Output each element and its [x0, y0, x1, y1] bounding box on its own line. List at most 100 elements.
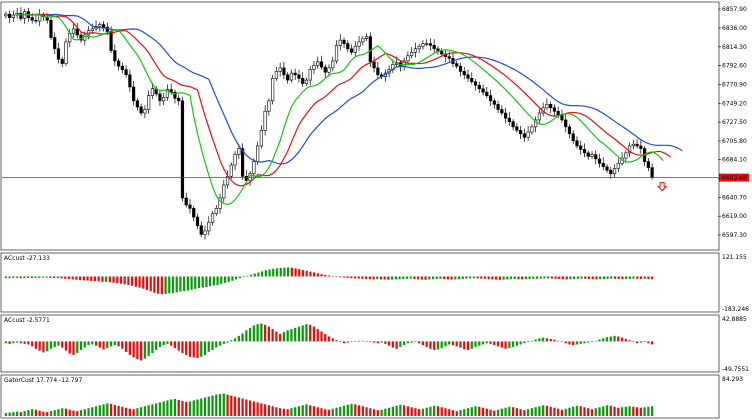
indicator-bar	[98, 405, 101, 416]
indicator-bar	[511, 407, 515, 416]
candle-body	[488, 95, 493, 102]
candle-body	[128, 74, 132, 88]
indicator-bar	[237, 335, 240, 342]
candle-body	[526, 131, 530, 138]
candle-body	[353, 45, 357, 53]
candle-body	[237, 148, 241, 155]
indicator-bar	[579, 341, 582, 344]
indicator-bar	[369, 341, 372, 343]
indicator-bar	[27, 410, 30, 416]
indicator-bar	[46, 412, 49, 416]
indicator-bar	[222, 341, 225, 344]
indicator-bar	[547, 276, 550, 279]
indicator-bar	[399, 404, 402, 416]
indicator-bar	[421, 341, 425, 346]
candle-body	[534, 119, 538, 128]
indicator-bar	[185, 341, 188, 355]
indicator-bar	[264, 324, 267, 342]
candle-body	[545, 104, 549, 109]
candle-body	[552, 107, 557, 112]
price-pane[interactable]: 6857.90 6836.00 6814.30 6792.60 6770.90 6749.…	[2, 6, 749, 240]
candle-body	[425, 43, 429, 45]
indicator-bar	[535, 276, 539, 279]
indicator-bar	[132, 341, 135, 358]
indicator-bar	[83, 409, 86, 416]
candle-body	[60, 58, 64, 64]
indicator-bar	[12, 276, 15, 279]
candle-body	[496, 104, 500, 110]
candle-body	[56, 48, 61, 60]
indicator-bar	[515, 341, 518, 346]
indicator-bar	[500, 341, 503, 348]
indicator-bar	[651, 276, 654, 280]
indicator-bar	[643, 407, 646, 416]
indicator-bar	[324, 274, 327, 277]
candle-body	[49, 19, 53, 38]
candle-body	[229, 164, 233, 177]
indicator-bar	[53, 341, 56, 347]
indicator-bar	[301, 405, 304, 416]
price-tick-label: 6705.80	[722, 138, 747, 145]
current-price-tag-bg	[719, 173, 749, 182]
indicator-bar	[478, 341, 481, 346]
indicator-bar	[504, 341, 507, 349]
indicator-bar	[8, 276, 11, 279]
indicator-bar	[143, 341, 147, 359]
indicator-bar	[12, 341, 15, 344]
indicator-bar	[256, 402, 259, 416]
indicator-bar	[628, 406, 631, 416]
indicator-bar	[413, 276, 416, 280]
indicator-bar	[580, 276, 583, 279]
indicator-bar	[16, 341, 19, 343]
indicator-bar	[220, 276, 223, 284]
candle-body	[267, 100, 271, 112]
indicator-bar	[56, 276, 59, 279]
indicator-bar	[68, 341, 71, 354]
accelerator-pane-1[interactable]: ACcust -27.133 121.155 -183.246	[4, 254, 749, 313]
indicator-bar	[463, 341, 466, 350]
indicator-bar	[590, 341, 594, 343]
indicator-bar	[196, 341, 199, 358]
indicator-bar	[534, 339, 537, 342]
candle-body	[188, 204, 192, 209]
indicator-bar	[101, 276, 104, 282]
indicator-bar	[650, 341, 654, 345]
indicator-bar	[149, 276, 152, 292]
candle-body	[304, 79, 309, 84]
indicator-bar	[38, 341, 41, 351]
indicator-bar	[451, 341, 455, 346]
indicator-bar	[387, 276, 390, 280]
indicator-bar	[260, 403, 263, 416]
indicator-bar	[272, 268, 275, 277]
indicator-bar	[414, 341, 417, 343]
indicator-bar	[483, 276, 487, 279]
indicator-bar	[203, 397, 207, 416]
indicator-bar	[553, 407, 556, 416]
indicator-bar	[346, 341, 349, 343]
indicator-bar	[86, 276, 89, 281]
gator-pane[interactable]: GatorCust 17.774 -12.797 84.293	[4, 376, 743, 416]
indicator-bar	[192, 341, 195, 358]
indicator-bar	[515, 408, 518, 416]
candle-body	[278, 67, 282, 72]
indicator-bar	[102, 341, 105, 350]
accelerator-pane-2[interactable]: ACcust -2.5771 42.8885 -49.7551	[4, 316, 749, 373]
candle-body	[492, 100, 496, 105]
indicator-bar	[519, 409, 522, 416]
candle-body	[567, 126, 572, 135]
indicator-bar	[357, 276, 360, 279]
indicator-bar	[354, 341, 357, 342]
indicator-bar	[257, 272, 260, 277]
indicator-bar	[504, 407, 507, 416]
candle-body	[169, 89, 173, 93]
indicator-bar	[643, 276, 646, 279]
candle-body	[507, 117, 511, 122]
indicator-bar	[489, 409, 492, 416]
indicator-bar	[279, 334, 282, 342]
candle-body	[503, 112, 508, 119]
indicator-bar	[409, 276, 412, 279]
indicator-bar	[112, 276, 115, 283]
indicator-bar	[579, 406, 582, 416]
indicator-bar	[543, 276, 546, 279]
